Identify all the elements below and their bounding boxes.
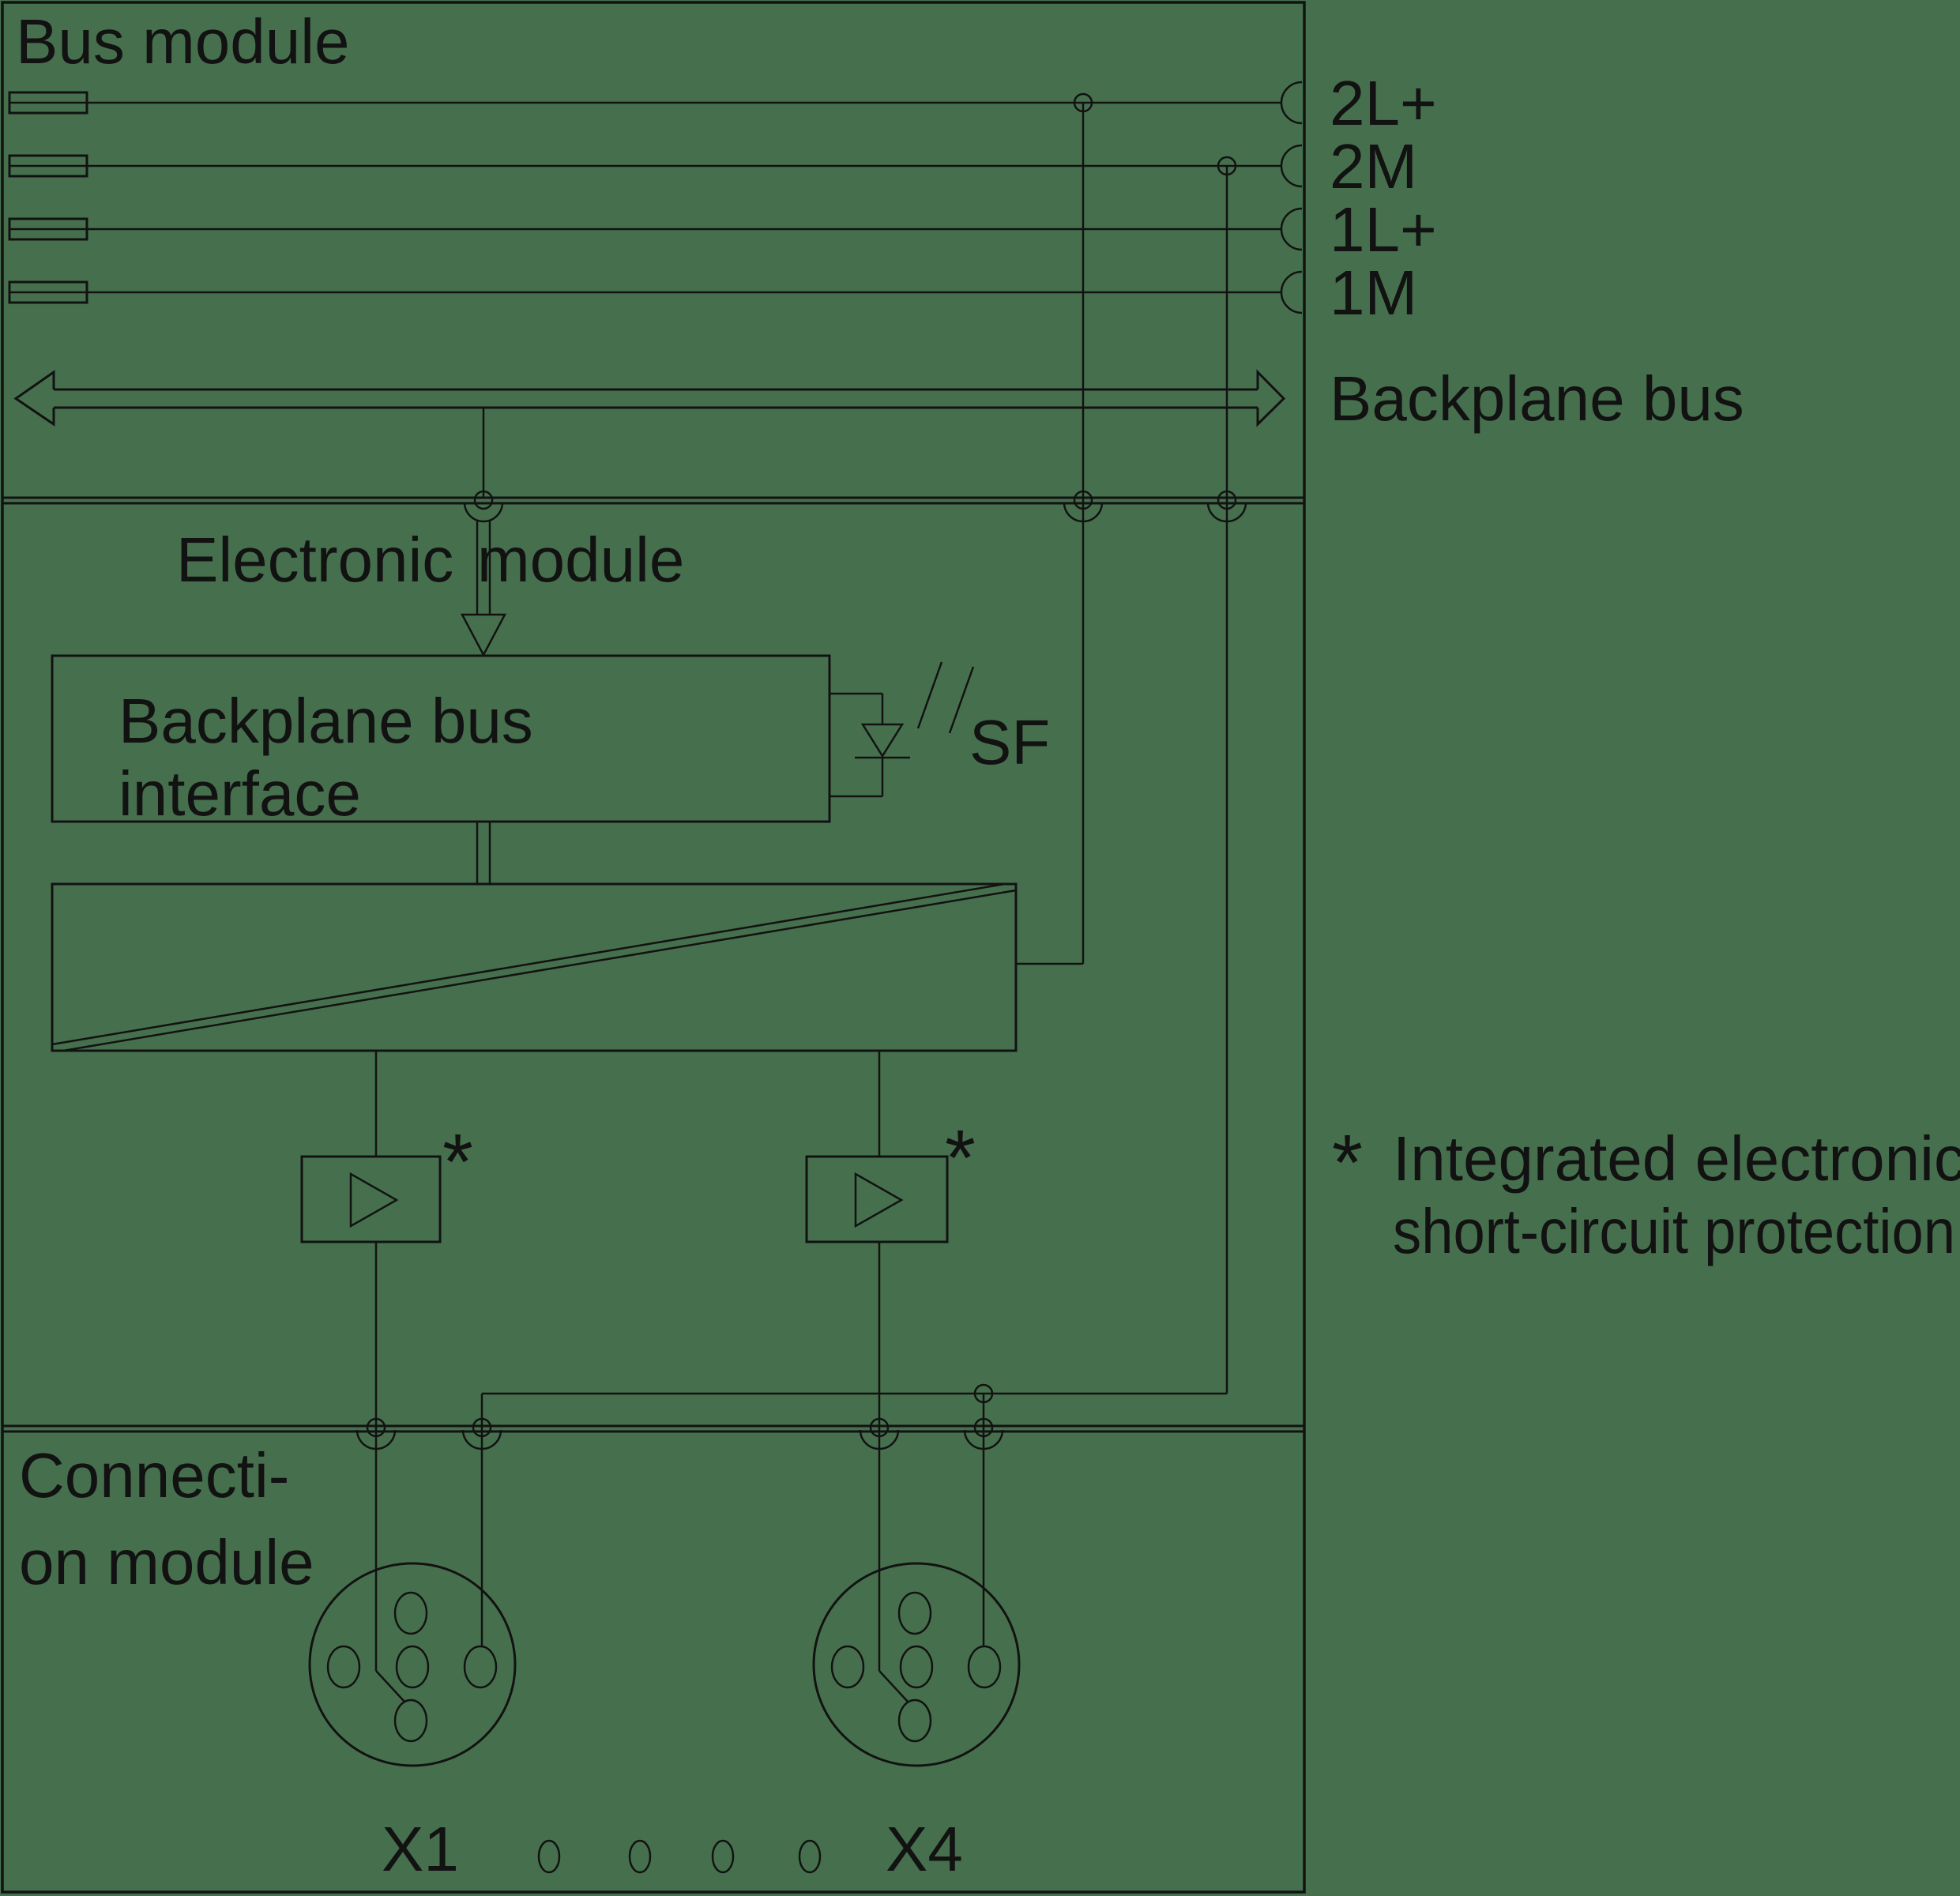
output-driver-right [805,1051,949,1702]
sf-led-label: SF [969,707,1050,777]
terminal-arc-2l-plus [1280,81,1303,125]
socket-x4-pin-right [967,1645,1002,1689]
arrowhead-right [1256,369,1286,427]
socket-x4-pin-bottom [897,1698,932,1743]
output-driver-left [300,1051,442,1702]
terminal-label-2m: 2M [1330,131,1417,201]
connector-2l-plus [1063,490,1104,523]
rail-2m [8,144,1303,188]
terminal-label-1l-plus: 1L+ [1330,194,1437,265]
isolation-diagonal-1 [51,882,1006,1046]
driver-triangle-right [854,1172,904,1228]
socket-x4-pin-left [830,1645,865,1689]
backplane-tap [460,408,507,657]
footnote-line2: short-circuit protection [1393,1196,1955,1266]
socket-ellipsis-dots [537,1839,822,1874]
socket-x4-pin-top [897,1591,932,1635]
rail-1m [8,270,1303,314]
amp-asterisk-right: * [945,1114,976,1202]
socket-x1-pin-right [463,1645,498,1689]
footnote-line1: Integrated electronic [1393,1123,1960,1194]
terminal-label-2l-plus: 2L+ [1330,68,1437,138]
bus-module-title: Bus module [16,6,349,77]
socket-x1 [308,1562,517,1767]
power-rails [8,81,1303,314]
left-pin-jog [375,1670,405,1702]
connection-module-label-line1: Connecti- [19,1440,289,1510]
junction-2l-plus [1073,92,1093,113]
driver-triangle-left [349,1172,399,1228]
junction-2m [1217,156,1237,176]
right-pin-jog [878,1670,909,1702]
led-triangle [860,723,905,758]
power-feed-lines [480,92,1237,1647]
module-frames [1,1,1306,1894]
terminal-arc-1m [1280,270,1303,314]
rail-1l-plus [8,207,1303,251]
interface-to-converter-link [476,822,491,884]
backplane-bus-label: Backplane bus [1330,363,1744,434]
backplane-bus-interface-box [51,654,831,823]
interface-box-label-line1: Backplane bus [119,686,533,756]
sf-led [830,661,975,798]
socket-x1-pin-left [326,1645,361,1689]
socket-x4-label: X4 [886,1814,963,1884]
socket-x1-pin-top [393,1591,428,1635]
led-emission-slash-1 [916,661,943,729]
amp-asterisk-left: * [442,1118,473,1206]
isolation-diagonal-2 [62,889,1017,1052]
socket-x1-pin-center [395,1645,430,1689]
led-emission-slash-2 [948,666,975,734]
socket-x4 [812,1562,1021,1767]
electronic-module-label-word2: module [477,525,684,595]
backplane-bus-arrow [13,369,1286,427]
arrowhead-left [13,370,55,427]
converter-box [51,882,1018,1052]
rail-2l-plus [8,81,1303,125]
electronic-module-label-word1: Electronic [176,525,453,595]
connector-left-out-b [461,1417,502,1450]
socket-x4-pin-center [899,1645,934,1689]
socket-x1-label: X1 [382,1814,459,1884]
outer-border [1,1,1306,1894]
interface-box-label-line2: interface [119,758,361,829]
socket-x1-pin-bottom [393,1698,428,1743]
terminal-arc-1l-plus [1280,207,1303,251]
terminal-arc-2m [1280,144,1303,188]
footnote-asterisk: * [1332,1119,1363,1207]
connection-module-label-line2: on module [19,1527,314,1597]
bus-arrowhead-into-interface [460,613,507,657]
terminal-label-1m: 1M [1330,258,1417,328]
connector-right-out-b [963,1417,1004,1450]
connector-2m [1206,490,1247,523]
